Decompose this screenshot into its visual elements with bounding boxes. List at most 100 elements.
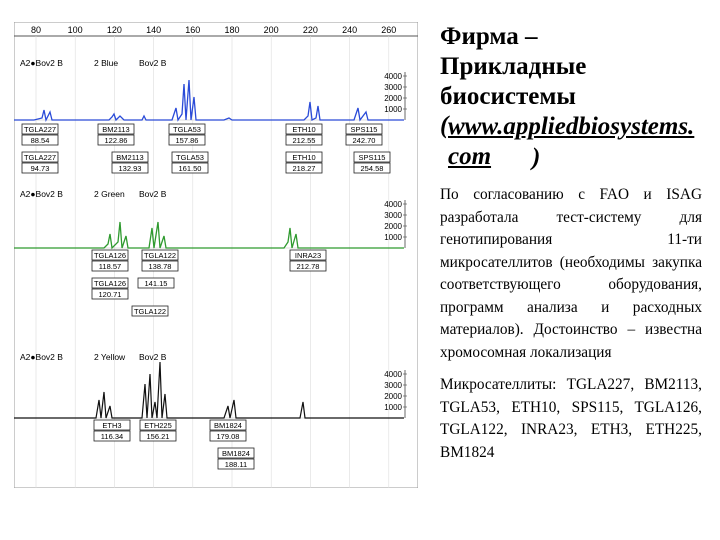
allele-name: TGLA53 xyxy=(176,153,204,162)
allele-name: TGLA122 xyxy=(134,307,166,316)
allele-name-box xyxy=(93,419,131,431)
y-tick-label: 4000 xyxy=(384,72,402,81)
allele-size-box xyxy=(171,162,209,174)
allele-size: 242.70 xyxy=(353,136,376,145)
allele-size-box xyxy=(141,260,179,272)
allele-size-box xyxy=(21,162,59,174)
electropherogram: 80 100 120 140 160 180 200 220 240 260 A2●Bov2 B … xyxy=(14,22,418,488)
title-line-1: Фирма – xyxy=(440,23,538,50)
y-axis: 4000 3000 2000 1000 xyxy=(384,200,407,248)
panel-header-left: A2●Bov2 B xyxy=(20,58,63,68)
allele-name: SPS115 xyxy=(359,153,386,162)
size-scale: 80 100 120 140 160 180 200 220 240 260 xyxy=(14,25,418,37)
allele-name: BM2113 xyxy=(116,153,143,162)
allele-name: ETH225 xyxy=(144,421,172,430)
panel-header-left: A2●Bov2 B xyxy=(20,189,63,199)
allele-size: 179.08 xyxy=(217,432,240,441)
allele-size: 141.15 xyxy=(145,279,168,288)
info-panel: Фирма – Прикладные биосистемы ( www.appl… xyxy=(440,22,702,464)
allele-size-box xyxy=(217,458,255,470)
allele-size-box xyxy=(111,162,149,174)
scale-tick-label: 140 xyxy=(146,25,161,35)
panel-yellow: A2●Bov2 B 2 Yellow Bov2 B xyxy=(14,352,404,419)
allele-name: ETH3 xyxy=(102,421,121,430)
allele-name-box xyxy=(111,151,149,163)
allele-name-box xyxy=(289,249,327,261)
y-axis: 4000 3000 2000 1000 xyxy=(384,370,407,418)
allele-name: TGLA122 xyxy=(144,251,176,260)
allele-name-box xyxy=(353,151,391,163)
allele-name-box xyxy=(345,123,383,135)
allele-name-box xyxy=(141,249,179,261)
allele-size-box xyxy=(137,277,175,289)
company-link[interactable]: www.appliedbiosystems.com xyxy=(448,113,695,170)
allele-name: TGLA227 xyxy=(24,125,56,134)
allele-size: 132.93 xyxy=(119,164,142,173)
allele-name: BM1824 xyxy=(214,421,242,430)
company-link-wrap: ( www.appliedbiosystems.com ) xyxy=(440,112,702,172)
allele-name-box xyxy=(217,447,255,459)
panel-header-dye: 2 Blue xyxy=(94,58,118,68)
allele-size-box xyxy=(209,430,247,442)
allele-size-box xyxy=(285,134,323,146)
allele-size-box xyxy=(93,430,131,442)
allele-name: TGLA126 xyxy=(94,279,126,288)
panel-header-right: Bov2 B xyxy=(139,189,167,199)
allele-name: BM2113 xyxy=(102,125,129,134)
allele-size-box xyxy=(21,134,59,146)
y-tick-label: 1000 xyxy=(384,403,402,412)
panel-header-right: Bov2 B xyxy=(139,352,167,362)
allele-name-box xyxy=(285,151,323,163)
scale-tick-label: 160 xyxy=(185,25,200,35)
scale-tick-label: 120 xyxy=(107,25,122,35)
allele-size-box xyxy=(168,134,206,146)
microsatellites-paragraph: Микросателлиты: TGLA227, BM2113, TGLA53,… xyxy=(440,376,702,461)
allele-name-box xyxy=(91,277,129,289)
y-tick-label: 2000 xyxy=(384,222,402,231)
allele-size: 138.78 xyxy=(149,262,172,271)
panel-green: A2●Bov2 B 2 Green Bov2 B xyxy=(14,189,404,250)
allele-size: 120.71 xyxy=(99,290,122,299)
allele-name-box xyxy=(285,123,323,135)
allele-size: 94.73 xyxy=(31,164,50,173)
allele-labels: TGLA227 88.54 BM2113 122.86 TGLA53 157.86 ETH1… xyxy=(21,123,391,470)
y-tick-label: 1000 xyxy=(384,233,402,242)
y-tick-label: 3000 xyxy=(384,211,402,220)
allele-name-box xyxy=(97,123,135,135)
allele-name-box xyxy=(131,305,169,317)
scale-tick-label: 100 xyxy=(68,25,83,35)
scale-tick-label: 220 xyxy=(303,25,318,35)
allele-name: SPS115 xyxy=(351,125,378,134)
panel-header-right: Bov2 B xyxy=(139,58,167,68)
allele-name: ETH10 xyxy=(292,153,315,162)
y-tick-label: 1000 xyxy=(384,105,402,114)
allele-size-box xyxy=(353,162,391,174)
allele-name-box xyxy=(21,151,59,163)
allele-size: 157.86 xyxy=(176,136,199,145)
allele-name-box xyxy=(171,151,209,163)
allele-name-box xyxy=(91,249,129,261)
allele-name: TGLA126 xyxy=(94,251,126,260)
panel-header-left: A2●Bov2 B xyxy=(20,352,63,362)
allele-size-box xyxy=(345,134,383,146)
y-axis: 4000 3000 2000 1000 xyxy=(384,72,407,120)
link-close-paren: ) xyxy=(532,144,541,171)
allele-name: TGLA53 xyxy=(173,125,201,134)
scale-tick-label: 200 xyxy=(264,25,279,35)
scale-tick-label: 240 xyxy=(342,25,357,35)
allele-name: INRA23 xyxy=(295,251,321,260)
allele-name-box xyxy=(168,123,206,135)
y-tick-label: 2000 xyxy=(384,94,402,103)
allele-size-box xyxy=(91,288,129,300)
allele-size: 161.50 xyxy=(179,164,202,173)
y-tick-label: 3000 xyxy=(384,83,402,92)
allele-name-box xyxy=(209,419,247,431)
allele-size: 122.86 xyxy=(105,136,128,145)
allele-size-box xyxy=(139,430,177,442)
panel-blue: A2●Bov2 B 2 Blue Bov2 B xyxy=(14,58,404,122)
allele-size: 254.58 xyxy=(361,164,384,173)
allele-size: 188.11 xyxy=(225,460,247,469)
y-tick-label: 4000 xyxy=(384,200,402,209)
trace-green xyxy=(14,221,404,250)
panel-header-dye: 2 Yellow xyxy=(94,352,126,362)
